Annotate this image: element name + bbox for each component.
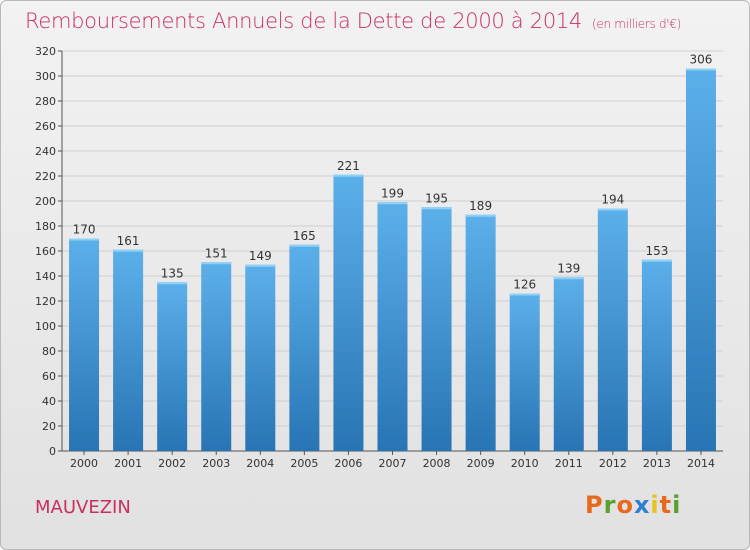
x-tick-label: 2007 (379, 457, 407, 470)
bar-highlight (201, 262, 232, 265)
bar-highlight (553, 277, 584, 280)
y-tick-label: 180 (35, 220, 56, 233)
bar (201, 262, 232, 451)
bar-value-label: 165 (293, 229, 316, 243)
y-tick-label: 320 (35, 45, 56, 58)
bar (69, 238, 100, 451)
bar-value-label: 306 (690, 53, 713, 67)
bar (113, 249, 144, 451)
y-tick-label: 160 (35, 245, 56, 258)
bar-value-label: 221 (337, 159, 360, 173)
bar (245, 264, 276, 451)
chart-unit: (en milliers d'€) (592, 17, 682, 31)
logo-letter: P (585, 491, 604, 519)
bar (421, 207, 452, 451)
x-tick-label: 2010 (511, 457, 539, 470)
bar-highlight (245, 264, 276, 267)
y-tick-label: 200 (35, 195, 56, 208)
bar-highlight (597, 208, 628, 211)
bar (333, 174, 364, 451)
bar-highlight (333, 174, 364, 177)
bar-value-label: 153 (645, 244, 668, 258)
x-tick-label: 2013 (643, 457, 671, 470)
x-tick-label: 2009 (467, 457, 495, 470)
bar-highlight (289, 244, 320, 247)
bar-highlight (685, 68, 716, 71)
bar (641, 259, 672, 451)
y-tick-label: 100 (35, 320, 56, 333)
y-tick-label: 80 (42, 345, 56, 358)
bar-highlight (377, 202, 408, 205)
bar-value-label: 139 (557, 261, 580, 275)
data-labels: 170 161 135 151 149 165 221 199 195 189 126 139 194 1… (73, 53, 713, 292)
bar-value-label: 161 (117, 234, 140, 248)
proxiti-logo[interactable]: Proxiti (585, 491, 681, 519)
y-tick-label: 280 (35, 95, 56, 108)
logo-letter: t (659, 491, 673, 519)
y-tick-label: 140 (35, 270, 56, 283)
bar-value-label: 195 (425, 191, 448, 205)
y-tick-label: 240 (35, 145, 56, 158)
bar (685, 68, 716, 451)
logo-letter: x (633, 491, 651, 519)
logo-letter: i (672, 491, 682, 519)
bar-value-label: 189 (469, 199, 492, 213)
x-tick-label: 2001 (114, 457, 142, 470)
bar-value-label: 135 (161, 266, 184, 280)
x-tick-label: 2012 (599, 457, 627, 470)
bar-highlight (69, 238, 100, 241)
bar (377, 202, 408, 451)
bar-value-label: 170 (73, 223, 96, 237)
x-tick-label: 2008 (423, 457, 451, 470)
logo-letter: o (616, 491, 634, 519)
x-tick-label: 2006 (334, 457, 362, 470)
x-tick-label: 2003 (202, 457, 230, 470)
bar-value-label: 149 (249, 249, 272, 263)
logo-letter: r (603, 491, 617, 519)
chart-title-text: Remboursements Annuels de la Dette de 20… (25, 9, 582, 33)
y-tick-label: 220 (35, 170, 56, 183)
bar (157, 282, 188, 451)
y-tick-label: 260 (35, 120, 56, 133)
bar-highlight (465, 214, 496, 217)
logo-letter: i (650, 491, 660, 519)
x-tick-label: 2000 (70, 457, 98, 470)
y-tick-label: 0 (49, 445, 56, 458)
bar (289, 244, 320, 451)
y-tick-label: 120 (35, 295, 56, 308)
bars (69, 68, 716, 451)
y-tick-label: 40 (42, 395, 56, 408)
x-tick-label: 2011 (555, 457, 583, 470)
bar (465, 214, 496, 451)
y-tick-label: 20 (42, 420, 56, 433)
bar-highlight (509, 293, 540, 296)
bar (597, 208, 628, 451)
x-tick-label: 2005 (290, 457, 318, 470)
bar-highlight (421, 207, 452, 210)
y-tick-label: 300 (35, 70, 56, 83)
bar-value-label: 194 (601, 193, 624, 207)
bar (509, 293, 540, 451)
chart-title: Remboursements Annuels de la Dette de 20… (25, 9, 681, 33)
bar-highlight (113, 249, 144, 252)
x-tick-label: 2002 (158, 457, 186, 470)
axes: 0 20 40 60 80 100 120 140 160 180 200 220 240 260 280 3… (35, 45, 723, 470)
bar-highlight (157, 282, 188, 285)
y-tick-label: 60 (42, 370, 56, 383)
bar-value-label: 151 (205, 246, 228, 260)
x-tick-label: 2004 (246, 457, 274, 470)
bar (553, 277, 584, 451)
place-name: MAUVEZIN (35, 497, 131, 518)
bar-value-label: 199 (381, 186, 404, 200)
bar-value-label: 126 (513, 278, 536, 292)
bar-highlight (641, 259, 672, 262)
x-tick-label: 2014 (687, 457, 715, 470)
